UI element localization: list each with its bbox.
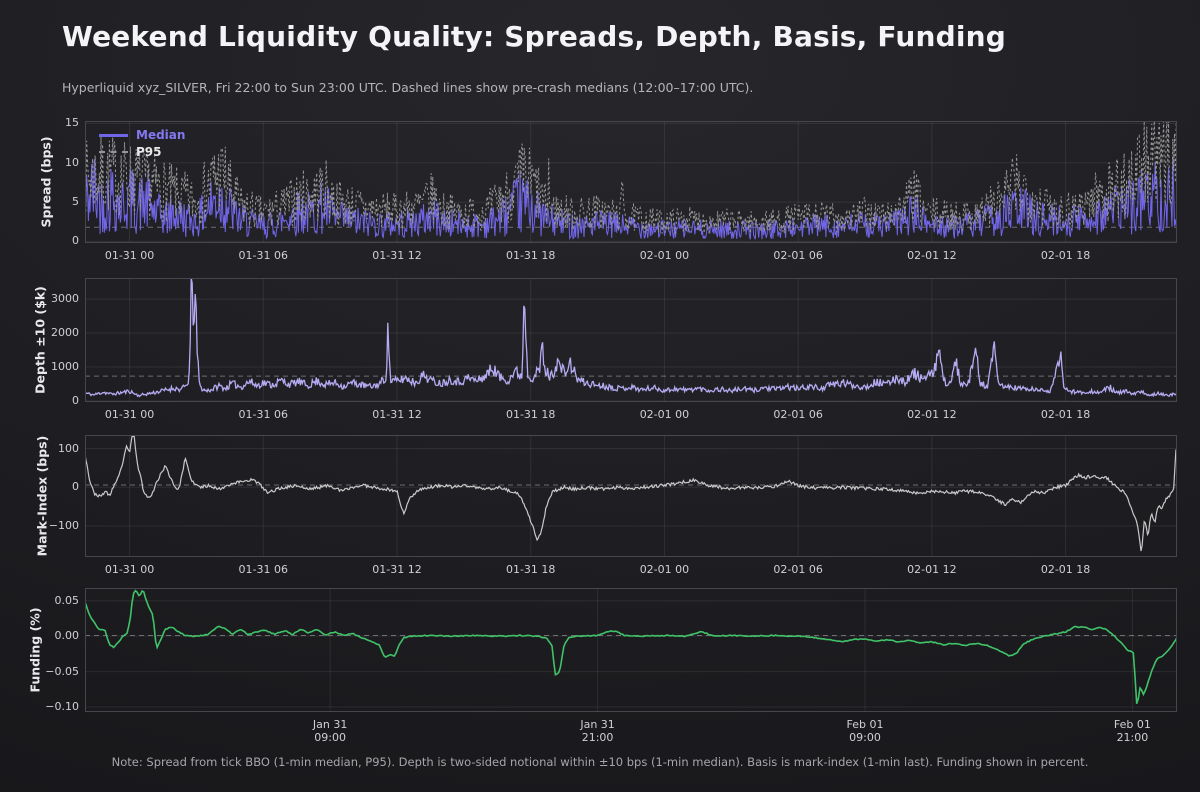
series-funding: [85, 589, 1177, 704]
ytick-spread: 15: [65, 116, 79, 130]
xtick-spread: 02-01 12: [907, 249, 957, 262]
xtick-basis: 01-31 00: [104, 563, 155, 576]
xtick-depth: 02-01 06: [773, 408, 823, 421]
xtick-depth: 01-31 18: [505, 408, 556, 421]
ytick-funding: 0.00: [54, 629, 80, 643]
ytick-depth: 3000: [51, 292, 79, 306]
xtick-spread: 01-31 06: [238, 249, 289, 262]
xtick-depth: 01-31 06: [238, 408, 289, 421]
plot-spread: [85, 121, 1177, 243]
legend-line-median: [99, 133, 128, 137]
xtick-basis: 01-31 06: [238, 563, 289, 576]
ytick-spread: 10: [65, 155, 79, 169]
chart-subtitle: Hyperliquid xyz_SILVER, Fri 22:00 to Sun…: [62, 80, 754, 95]
xtick-spread: 02-01 06: [773, 249, 823, 262]
chart-footnote: Note: Spread from tick BBO (1-min median…: [111, 755, 1089, 769]
legend-line-p95: [99, 151, 128, 153]
ytick-funding: −0.05: [45, 664, 79, 678]
ytick-spread: 5: [72, 195, 79, 209]
ytick-funding: −0.10: [45, 700, 79, 714]
ytick-spread: 0: [72, 234, 79, 248]
xtick-funding: Jan 31 09:00: [312, 718, 348, 744]
xtick-depth: 02-01 18: [1040, 408, 1091, 421]
xtick-depth: 01-31 00: [104, 408, 155, 421]
xtick-depth: 02-01 12: [907, 408, 957, 421]
legend-label-median: Median: [136, 128, 186, 142]
ylabel-funding: Funding (%): [27, 607, 43, 693]
chart-title: Weekend Liquidity Quality: Spreads, Dept…: [62, 20, 1007, 53]
xtick-funding: Feb 01 09:00: [846, 718, 884, 744]
xtick-basis: 02-01 06: [773, 563, 823, 576]
plot-funding: [85, 588, 1177, 712]
ytick-funding: 0.05: [54, 593, 80, 607]
xtick-basis: 02-01 18: [1040, 563, 1091, 576]
xtick-spread: 01-31 00: [104, 249, 155, 262]
ytick-depth: 2000: [51, 326, 79, 340]
ylabel-depth: Depth ±10 ($k): [32, 286, 48, 394]
plot-depth: [85, 278, 1177, 402]
legend-label-p95: P95: [136, 145, 162, 159]
xtick-basis: 02-01 12: [907, 563, 957, 576]
ytick-depth: 1000: [51, 360, 79, 373]
xtick-funding: Jan 31 21:00: [580, 718, 615, 744]
xtick-spread: 02-01 18: [1040, 249, 1091, 262]
xtick-spread: 02-01 00: [639, 249, 690, 262]
series-basis: [85, 435, 1177, 552]
legend-item-median: Median: [99, 128, 185, 142]
xtick-spread: 01-31 18: [505, 249, 556, 262]
ytick-basis: 0: [72, 480, 79, 494]
ylabel-spread: Spread (bps): [38, 136, 54, 228]
xtick-depth: 02-01 00: [639, 408, 690, 421]
xtick-basis: 02-01 00: [639, 563, 690, 576]
xtick-funding: Feb 01 21:00: [1113, 718, 1151, 744]
xtick-depth: 01-31 12: [372, 408, 422, 421]
series-median: [85, 157, 1177, 241]
legend-item-p95: P95: [99, 145, 185, 159]
legend: Median P95: [99, 128, 185, 159]
ytick-depth: 0: [72, 393, 79, 407]
xtick-basis: 01-31 12: [372, 563, 422, 576]
series-depth: [85, 278, 1177, 398]
series-p95: [85, 121, 1177, 235]
ylabel-basis: Mark-Index (bps): [34, 435, 50, 557]
xtick-spread: 01-31 12: [372, 249, 422, 262]
plot-basis: [85, 435, 1177, 557]
ytick-basis: 100: [58, 441, 79, 455]
ytick-basis: −100: [48, 519, 79, 533]
xtick-basis: 01-31 18: [505, 563, 556, 576]
